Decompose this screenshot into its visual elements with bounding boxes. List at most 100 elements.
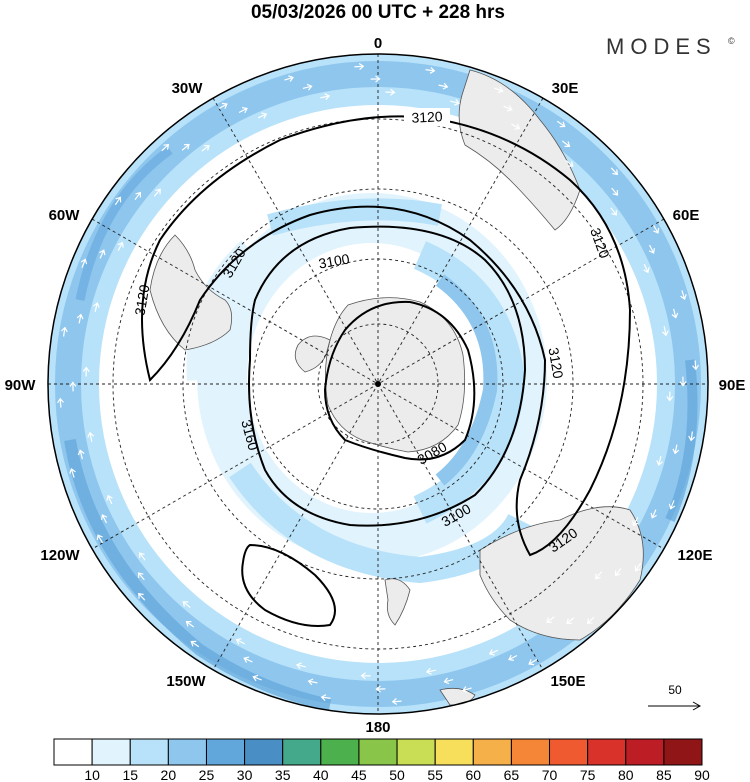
wind-max-southwest	[64, 439, 332, 711]
south-pole-marker	[375, 381, 381, 387]
lon-label-60e: 60E	[673, 207, 700, 224]
wind-arrow	[76, 313, 84, 324]
contour-label-3120-right: 3120	[545, 346, 566, 380]
wind-arrow	[243, 656, 253, 663]
legend-tick-label: 85	[656, 767, 672, 782]
wind-vectors	[56, 62, 700, 706]
land-masses	[149, 69, 644, 706]
legend-swatch	[358, 738, 398, 766]
wind-arrow	[77, 449, 85, 460]
wind-arrow	[370, 75, 381, 83]
legend-swatch	[129, 738, 169, 766]
wind-arrow	[69, 468, 76, 478]
wind-reference-arrowhead	[692, 701, 702, 711]
legend-tick-label: 40	[313, 767, 329, 782]
legend-swatch	[510, 738, 551, 766]
wind-reference-label: 50	[668, 683, 682, 697]
wind-arrow	[106, 494, 113, 505]
africa	[458, 69, 581, 231]
contour-3120	[141, 115, 632, 557]
wind-arrow	[561, 140, 571, 147]
wind-max-northwest	[75, 146, 173, 301]
wind-arrow	[556, 120, 566, 128]
wind-arrow	[671, 308, 679, 319]
legend-tick-label: 35	[275, 767, 291, 782]
legend-tick-label: 75	[580, 767, 596, 782]
legend-swatch	[91, 738, 131, 766]
wind-arrow	[611, 187, 619, 196]
wind-arrow	[438, 82, 449, 90]
legend-swatch	[167, 738, 207, 766]
parallel-70s	[252, 258, 504, 510]
wind-arrow	[610, 167, 618, 176]
wind-arrow	[656, 456, 663, 466]
wind-arrow	[661, 326, 669, 337]
legend-tick-label: 25	[199, 767, 215, 782]
legend-swatch	[472, 738, 512, 766]
wind-arrow	[56, 397, 64, 408]
wind-arrow	[182, 601, 191, 609]
wind-arrow	[648, 244, 655, 254]
wind-arrow	[508, 654, 518, 661]
legend-tick-label: 60	[466, 767, 482, 782]
wind-arrow	[96, 534, 104, 544]
wind-arrow	[615, 567, 622, 577]
wind-arrow	[134, 191, 141, 201]
wind-arrow	[672, 444, 680, 455]
map-disc	[47, 53, 709, 715]
legend-swatch	[320, 738, 360, 766]
new-zealand	[384, 578, 411, 626]
wind-arrow	[391, 698, 402, 706]
legend-swatch	[282, 738, 322, 766]
legend-swatch	[663, 738, 703, 766]
height-contours	[141, 115, 632, 627]
wind-arrow	[375, 685, 386, 693]
wind-arrow	[257, 112, 268, 119]
map-title: 05/03/2026 00 UTC + 228 hrs	[251, 2, 505, 23]
wind-arrow	[360, 672, 371, 680]
wind-arrow	[296, 662, 306, 669]
wind-arrow	[666, 391, 674, 402]
brand-logo: MODES	[606, 34, 717, 59]
wind-arrow	[385, 88, 396, 96]
lon-label-180: 180	[365, 719, 390, 736]
legend-swatch	[53, 738, 93, 766]
wind-arrow	[586, 616, 595, 624]
wind-band-inner-core	[435, 274, 498, 486]
wind-band-inner	[413, 241, 526, 524]
wind-arrow	[235, 638, 245, 645]
parallel-80s	[317, 323, 439, 445]
wind-arrow	[566, 617, 575, 625]
lon-label-60w: 60W	[49, 207, 81, 224]
wind-arrow	[503, 105, 513, 112]
wind-arrow	[546, 616, 555, 623]
legend-tick-label: 70	[542, 767, 558, 782]
wind-arrow	[238, 107, 248, 114]
wind-arrow	[652, 224, 660, 234]
wind-arrow	[425, 66, 436, 74]
wind-arrow	[307, 678, 318, 686]
wind-arrow	[634, 562, 642, 572]
lon-label-30e: 30E	[552, 80, 579, 97]
wind-arrow	[93, 302, 100, 312]
wind-arrow	[60, 326, 68, 337]
contour-label-3120-left: 3120	[131, 283, 152, 317]
contour-label-bg	[404, 108, 450, 126]
wind-arrow	[494, 86, 504, 94]
brand-copyright: ©	[728, 36, 735, 46]
lon-label-90w: 90W	[5, 377, 37, 394]
wind-arrow	[488, 649, 499, 656]
wind-arrow	[201, 145, 210, 152]
wind-arrow	[462, 686, 472, 693]
wind-arrow	[450, 99, 460, 106]
wind-arrow	[511, 123, 521, 130]
wind-arrow	[443, 677, 454, 685]
contour-3100	[248, 225, 527, 527]
map-border	[47, 53, 709, 715]
lon-label-120e: 120E	[677, 547, 712, 564]
wind-arrow	[137, 572, 145, 581]
legend-tick-label: 55	[427, 767, 443, 782]
wind-arrow	[595, 571, 603, 580]
contour-label-3120-top: 3120	[411, 108, 443, 126]
